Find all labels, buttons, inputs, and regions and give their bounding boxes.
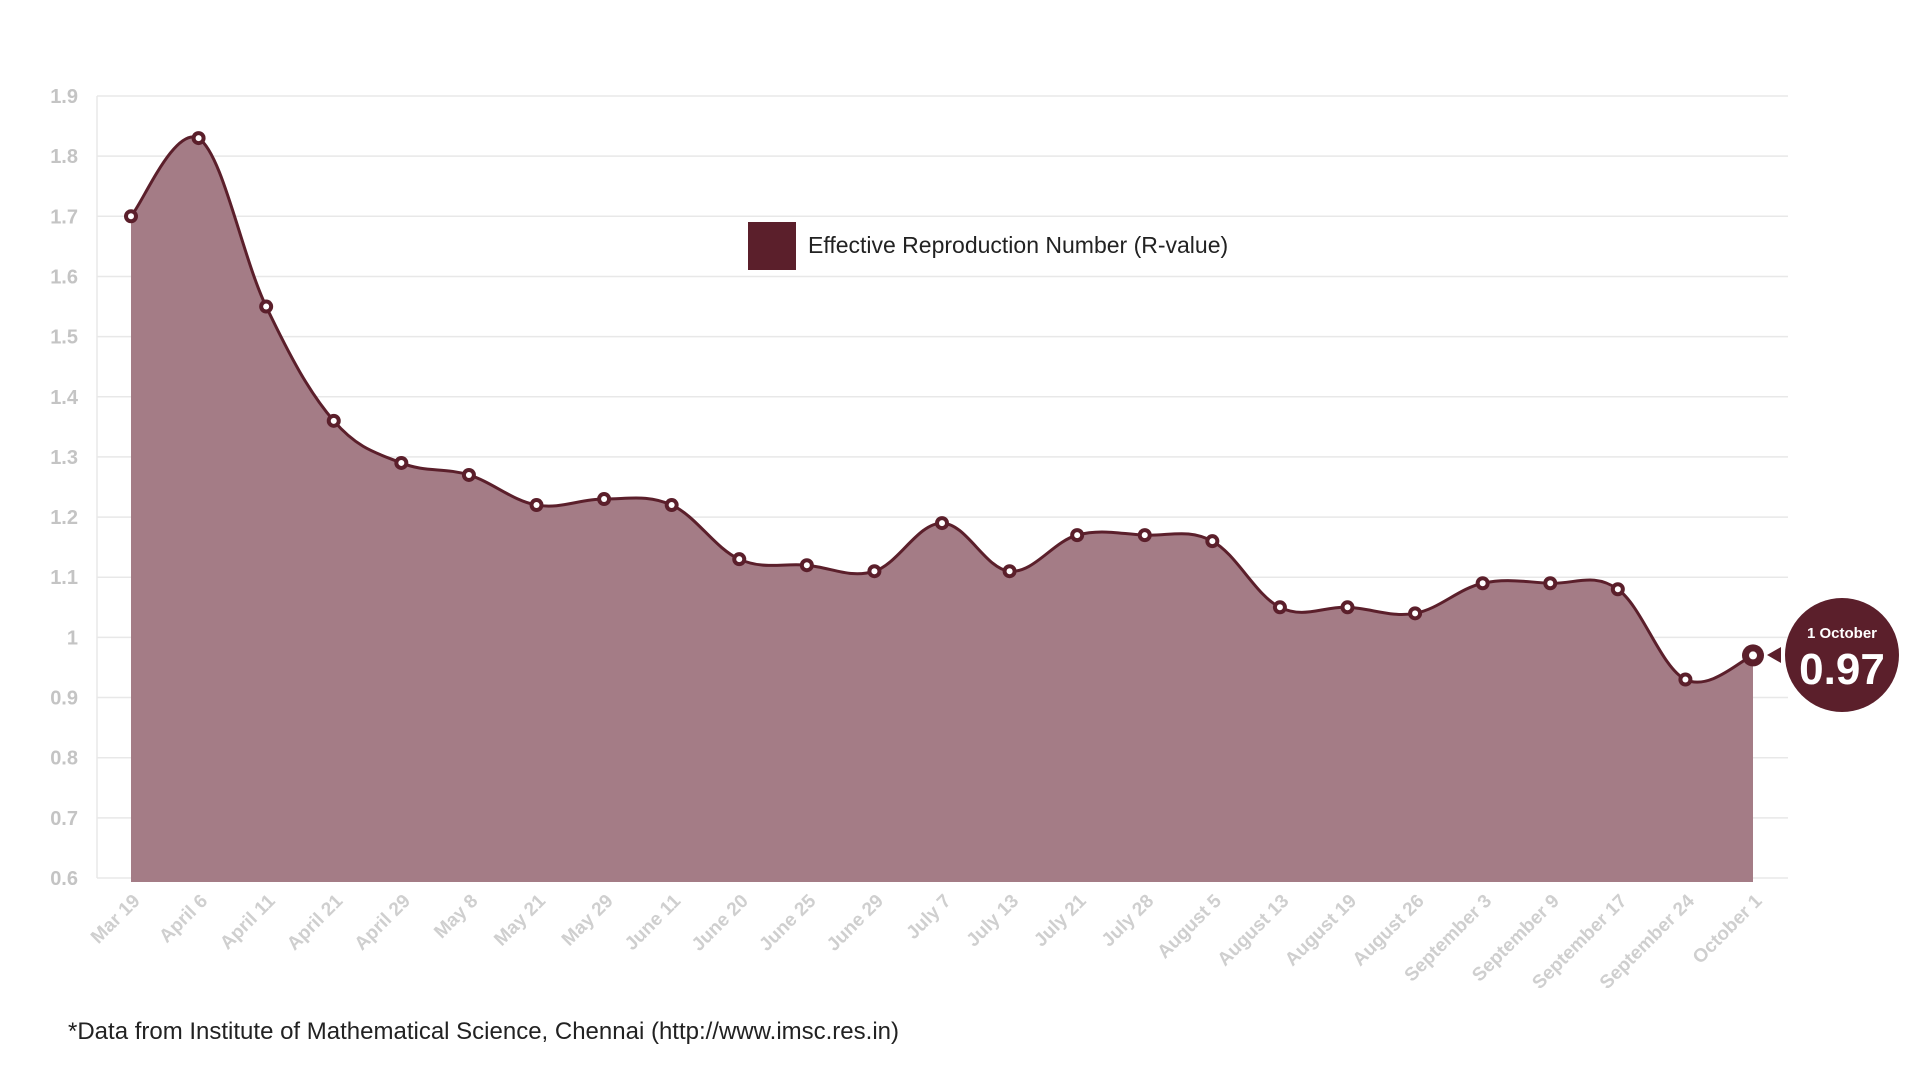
x-tick-label: October 1 (1689, 890, 1767, 968)
x-tick-label: April 21 (283, 890, 347, 954)
x-axis-ticks: Mar 19 April 6 April 11 April 21 April 29 May… (87, 890, 1767, 993)
y-tick-label: 1.9 (50, 86, 78, 108)
legend-label: Effective Reproduction Number (R-value) (808, 232, 1228, 258)
data-point (191, 131, 206, 146)
x-tick-label: Mar 19 (87, 891, 144, 948)
x-tick-label: April 29 (351, 891, 415, 955)
x-tick-label: June 25 (755, 890, 820, 955)
data-point (1340, 600, 1355, 615)
data-point-inner (736, 556, 743, 563)
data-point-inner (803, 562, 810, 569)
data-point-inner (1479, 580, 1486, 587)
x-tick-label: August 13 (1214, 891, 1294, 971)
data-point (1742, 644, 1764, 667)
y-tick-label: 0.7 (50, 808, 78, 830)
callout-value: 0.97 (1799, 645, 1885, 694)
data-point (394, 455, 409, 470)
y-tick-label: 1.2 (50, 507, 78, 529)
latest-value-callout: 1 October 0.97 (1767, 598, 1899, 712)
data-point-inner (398, 459, 405, 466)
x-tick-label: June 11 (621, 890, 685, 954)
data-point (732, 552, 747, 567)
callout-pointer (1767, 647, 1781, 663)
x-tick-label: July 21 (1030, 890, 1091, 951)
data-point (259, 299, 274, 314)
data-point (597, 492, 612, 507)
data-point (1272, 600, 1287, 615)
x-tick-label: April 6 (155, 891, 212, 948)
data-point-inner (1344, 604, 1351, 611)
data-point (1475, 576, 1490, 591)
y-tick-label: 1.6 (50, 266, 78, 288)
callout-circle (1785, 598, 1899, 712)
x-tick-label: August 5 (1154, 890, 1227, 963)
data-point (867, 564, 882, 579)
data-point-inner (195, 135, 202, 142)
y-tick-label: 0.8 (50, 748, 78, 770)
y-tick-label: 0.9 (50, 688, 78, 710)
data-point-inner (1006, 568, 1013, 575)
data-point-inner (1614, 586, 1621, 593)
source-footnote: *Data from Institute of Mathematical Sci… (68, 1018, 899, 1045)
x-tick-label: April 11 (216, 890, 280, 954)
data-point-inner (1412, 610, 1419, 617)
data-point-inner (1074, 532, 1081, 539)
data-point (1070, 528, 1085, 543)
y-tick-label: 1.7 (50, 206, 78, 228)
x-tick-label: May 8 (430, 891, 482, 943)
callout-date: 1 October (1807, 625, 1877, 642)
data-point (1610, 582, 1625, 597)
x-tick-label: June 29 (823, 891, 888, 956)
data-point-inner (1547, 580, 1554, 587)
x-tick-label: May 21 (490, 890, 550, 950)
data-point-inner (1141, 532, 1148, 539)
data-point (799, 558, 814, 573)
x-tick-label: August 19 (1281, 891, 1361, 971)
y-tick-label: 1.5 (50, 327, 78, 349)
data-point (461, 467, 476, 482)
data-point (1205, 534, 1220, 549)
y-axis-ticks: 1.9 1.8 1.7 1.6 1.5 1.4 1.3 1.2 1.1 1 0.9 0.8 0.7 0.6 (50, 86, 79, 890)
data-point-inner (601, 496, 608, 503)
data-point (935, 516, 949, 531)
data-point-inner (668, 502, 675, 509)
data-point (124, 209, 138, 224)
data-point (1678, 672, 1693, 687)
data-point (1543, 576, 1558, 591)
area-fill (131, 136, 1753, 883)
x-tick-label: June 20 (688, 891, 753, 956)
x-tick-label: May 29 (558, 891, 618, 951)
x-tick-label: July 28 (1098, 891, 1158, 951)
y-tick-label: 1.3 (50, 447, 78, 469)
data-point-inner (330, 417, 337, 424)
y-tick-label: 1.8 (50, 146, 78, 168)
data-point-inner (533, 502, 540, 509)
y-tick-label: 0.6 (50, 868, 78, 890)
data-point-inner (128, 213, 134, 220)
data-point (326, 413, 341, 428)
data-point-inner (1276, 604, 1283, 611)
legend: Effective Reproduction Number (R-value) (748, 222, 1228, 270)
data-point (1137, 528, 1152, 543)
data-point (664, 498, 679, 513)
x-tick-label: July 7 (903, 891, 956, 944)
data-point-inner (263, 303, 270, 310)
data-point-inner (871, 568, 878, 575)
data-point-inner (939, 520, 945, 527)
y-tick-label: 1.1 (50, 567, 78, 589)
data-markers (124, 131, 1764, 687)
data-point (1408, 606, 1423, 621)
legend-swatch (748, 222, 796, 270)
data-point (1002, 564, 1017, 579)
y-tick-label: 1.4 (50, 387, 79, 409)
data-point-inner (1209, 538, 1216, 545)
data-point-inner (1682, 676, 1689, 683)
data-point-inner (465, 471, 472, 478)
y-tick-label: 1 (67, 627, 78, 649)
data-point-inner (1749, 651, 1757, 660)
x-tick-label: July 13 (963, 891, 1023, 951)
data-point (529, 498, 544, 513)
